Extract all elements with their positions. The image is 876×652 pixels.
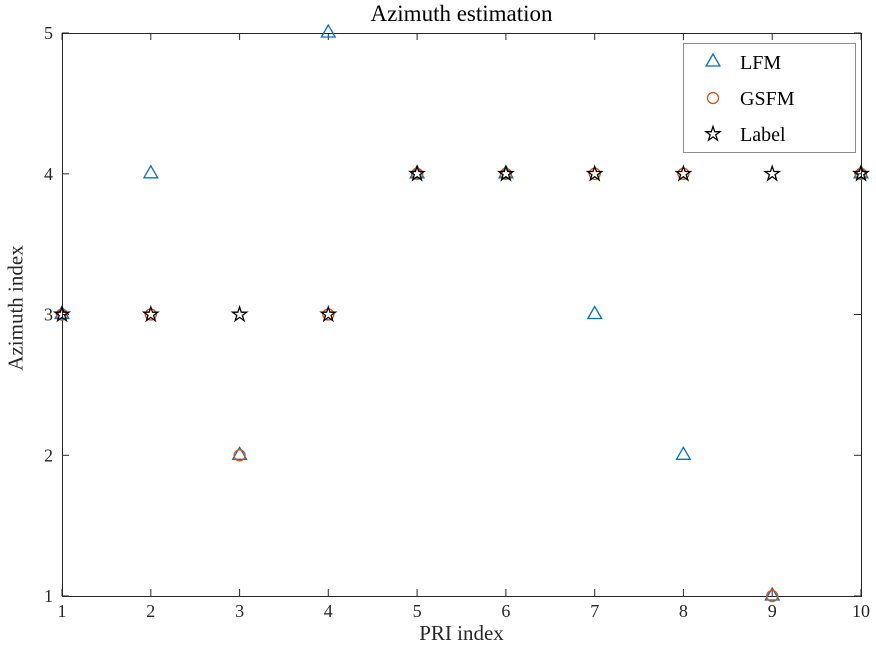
label-marker (230, 304, 249, 323)
x-axis-label: PRI index (419, 621, 504, 645)
x-tick-label: 6 (501, 601, 510, 621)
y-tick-label: 3 (44, 305, 53, 325)
label-marker (585, 164, 604, 182)
x-tick-label: 5 (413, 601, 422, 621)
chart-title: Azimuth estimation (370, 1, 553, 26)
gsfm-marker (233, 449, 246, 462)
label-marker (763, 164, 782, 182)
label-marker (674, 164, 693, 182)
label-marker (496, 164, 515, 182)
legend-label-label: Label (740, 124, 786, 146)
x-tick-label: 9 (768, 601, 777, 621)
lfm-marker (231, 445, 248, 460)
legend-label-gsfm: GSFM (740, 88, 795, 110)
x-tick-label: 3 (235, 601, 244, 621)
gsfm-marker (766, 589, 779, 603)
legend-lfm-marker (704, 52, 722, 67)
series-label (52, 164, 871, 323)
x-tick-label: 10 (852, 601, 870, 621)
legend-box (683, 43, 856, 153)
lfm-marker (586, 305, 603, 320)
y-tick-label: 5 (44, 23, 53, 43)
lfm-marker (675, 445, 692, 460)
label-marker (851, 164, 871, 182)
legend-label-lfm: LFM (740, 52, 781, 74)
y-tick-label: 4 (44, 164, 53, 184)
series-gsfm (55, 167, 868, 603)
lfm-marker (320, 23, 337, 38)
legend-label-marker (703, 124, 723, 142)
x-tick-label: 8 (679, 601, 688, 621)
x-tick-label: 1 (58, 601, 67, 621)
lfm-marker (764, 586, 781, 601)
lfm-marker (142, 164, 159, 179)
series-lfm (53, 23, 870, 601)
label-marker (141, 304, 160, 323)
x-tick-label: 4 (324, 601, 333, 621)
label-marker (408, 164, 427, 182)
label-marker (319, 304, 338, 323)
legend: LFM GSFM Label (683, 43, 856, 153)
y-tick-label: 2 (44, 445, 53, 465)
legend-gsfm-marker (706, 91, 720, 105)
x-tick-label: 7 (590, 601, 599, 621)
x-tick-label: 2 (146, 601, 155, 621)
y-tick-label: 1 (44, 586, 53, 606)
label-marker (52, 304, 72, 323)
